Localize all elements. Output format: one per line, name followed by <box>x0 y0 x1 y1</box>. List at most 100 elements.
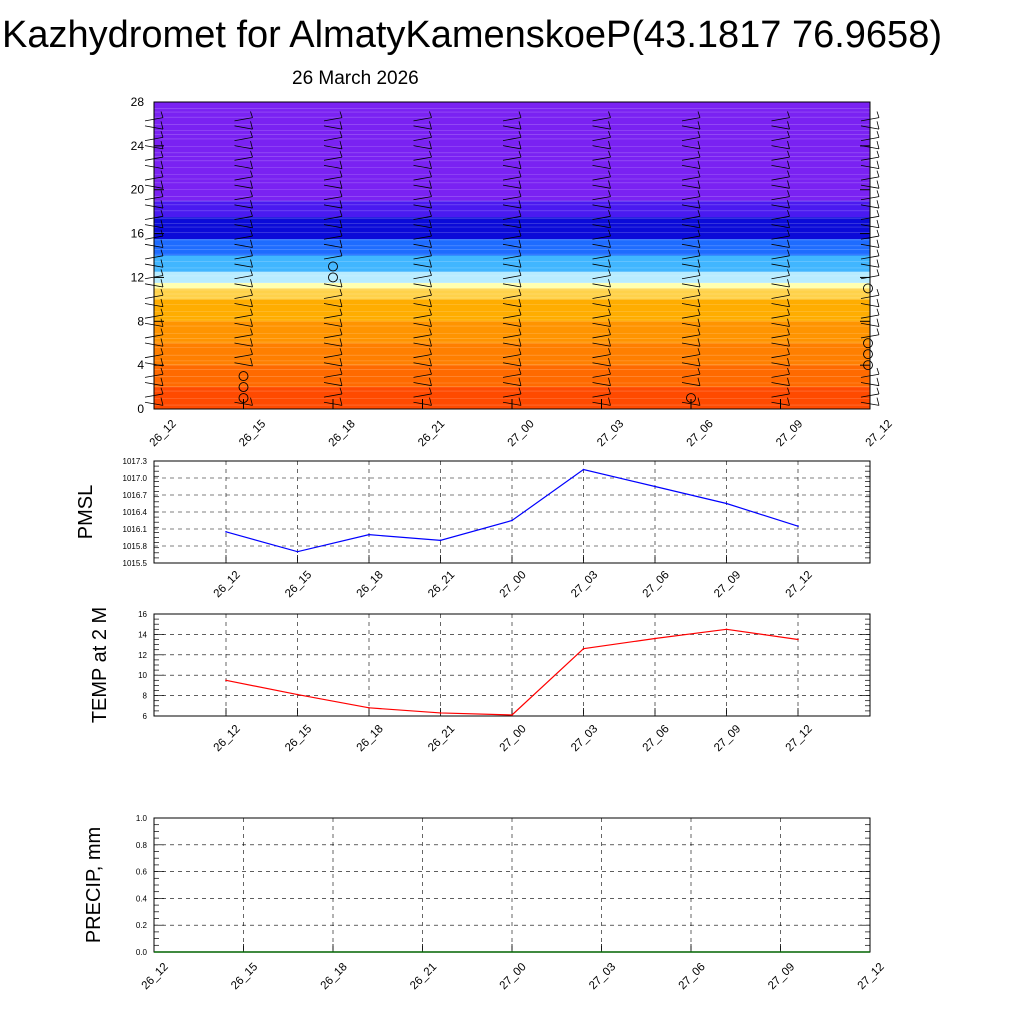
wind-barb-flag <box>250 338 253 347</box>
y-tick-label: 1016.1 <box>123 525 148 534</box>
wind-barb <box>413 294 432 299</box>
wind-barb <box>234 125 253 130</box>
wind-barb-flag <box>787 358 790 367</box>
wind-barb <box>771 263 790 268</box>
y-tick-label: 0.4 <box>136 894 148 903</box>
wind-barb-flag <box>697 219 701 228</box>
wind-barb-flag <box>429 210 432 217</box>
wind-barb-flag <box>608 249 611 256</box>
wind-barb <box>502 322 522 327</box>
wind-barb <box>413 145 432 150</box>
wind-barb <box>592 314 611 319</box>
wind-barb <box>413 342 432 347</box>
wind-barb-flag <box>250 160 253 169</box>
wind-barb-flag <box>518 318 522 327</box>
wind-barb <box>592 224 611 229</box>
wind-barb <box>681 204 701 209</box>
wind-barb <box>323 243 343 248</box>
wind-barb <box>413 224 432 229</box>
wind-barb-flag <box>697 367 701 375</box>
wind-barb <box>592 184 611 189</box>
wind-barb <box>323 215 343 220</box>
wind-barb-flag <box>697 131 701 138</box>
wind-barb-flag <box>608 229 611 237</box>
wind-barb <box>413 382 432 387</box>
wind-barb <box>502 176 522 181</box>
wind-barb <box>323 314 343 319</box>
x-tick-label: 27_03 <box>587 961 618 992</box>
wind-barb <box>771 125 790 130</box>
wind-barb-flag <box>787 140 790 149</box>
wind-barb-flag <box>787 229 790 237</box>
wind-barb-flag <box>608 387 611 395</box>
wind-barb-flag <box>518 170 522 177</box>
wind-barb-flag <box>787 160 790 169</box>
wind-barb <box>323 235 343 240</box>
wind-barb-flag <box>429 358 432 367</box>
x-tick-label: 26_15 <box>283 723 314 754</box>
wind-barb <box>323 334 343 339</box>
x-tick-label: 27_00 <box>498 961 529 992</box>
wind-barb-flag <box>429 121 432 130</box>
wind-barb <box>413 164 432 169</box>
wind-barb <box>592 334 611 339</box>
wind-barb <box>502 362 522 367</box>
calm-marker <box>863 338 873 349</box>
wind-barb <box>413 176 432 181</box>
wind-barb <box>681 382 701 387</box>
wind-barb-flag <box>697 160 701 169</box>
wind-barb <box>681 275 701 280</box>
wind-barb <box>771 235 790 240</box>
wind-barb <box>771 283 790 288</box>
wind-barb-flag <box>160 288 164 296</box>
wind-barb <box>502 243 522 248</box>
wind-barb-flag <box>697 150 701 158</box>
wind-barb-flag <box>429 190 432 197</box>
wind-barb <box>681 373 701 378</box>
wind-barb <box>771 354 790 359</box>
wind-barb <box>413 263 432 268</box>
wind-barb <box>234 354 253 359</box>
wind-barb <box>323 255 343 260</box>
x-tick-label: 27_06 <box>677 961 708 992</box>
wind-barb-flag <box>608 180 611 189</box>
wind-barb <box>771 164 790 169</box>
x-tick-label: 27_03 <box>569 723 600 754</box>
data-point <box>439 712 442 714</box>
wind-barb-flag <box>876 377 880 386</box>
wind-barb-flag <box>608 397 611 406</box>
x-tick-label: 27_12 <box>784 723 815 754</box>
wind-barb-flag <box>250 259 253 268</box>
x-tick-label: 27_12 <box>856 961 887 992</box>
wind-barb-flag <box>518 308 522 316</box>
x-tick-label: 27_09 <box>712 569 743 600</box>
wind-barb-flag <box>429 150 432 158</box>
wind-barb-flag <box>339 249 343 256</box>
data-point <box>582 468 585 471</box>
wind-barb-flag <box>429 308 432 316</box>
wind-barb <box>592 322 611 327</box>
wind-barb-flag <box>250 150 253 158</box>
wind-barb-flag <box>339 328 343 335</box>
wind-barb-flag <box>697 229 701 237</box>
calm-marker <box>238 371 249 382</box>
wind-barb <box>681 294 701 299</box>
wind-barb <box>771 334 790 339</box>
wind-barb <box>681 255 701 260</box>
data-point <box>725 628 728 631</box>
wind-barb-flag <box>250 239 253 248</box>
x-tick-label: 26_21 <box>426 723 457 754</box>
wind-barb-flag <box>160 298 164 307</box>
wind-barb <box>592 283 611 288</box>
wind-barb-flag <box>160 348 164 355</box>
wind-barb <box>681 215 701 220</box>
wind-barb-flag <box>608 298 611 307</box>
cross-section-panel: 0 4 8 12 16 20 24 28 26_12 26_15 26_18 26_21 27_00 27… <box>131 95 895 449</box>
wind-barb-flag <box>518 397 522 406</box>
wind-barb-flag <box>429 298 432 307</box>
temp-panel: 6 8 10 12 14 16 26_12 26_15 26_18 26_21 27_00 27_03… <box>89 607 871 754</box>
wind-barb <box>234 294 253 299</box>
x-tick-label: 26_15 <box>229 961 260 992</box>
wind-barb-flag <box>160 200 164 209</box>
wind-barb-flag <box>697 140 701 149</box>
